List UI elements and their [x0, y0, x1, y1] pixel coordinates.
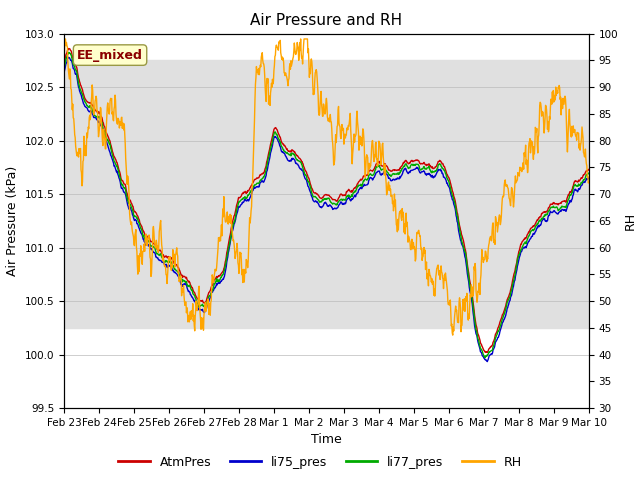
Bar — [64, 60, 589, 328]
Legend: AtmPres, li75_pres, li77_pres, RH: AtmPres, li75_pres, li77_pres, RH — [113, 451, 527, 474]
Y-axis label: Air Pressure (kPa): Air Pressure (kPa) — [6, 166, 19, 276]
Title: Air Pressure and RH: Air Pressure and RH — [250, 13, 403, 28]
X-axis label: Time: Time — [311, 433, 342, 446]
Y-axis label: RH: RH — [624, 212, 637, 230]
Text: EE_mixed: EE_mixed — [77, 48, 143, 61]
